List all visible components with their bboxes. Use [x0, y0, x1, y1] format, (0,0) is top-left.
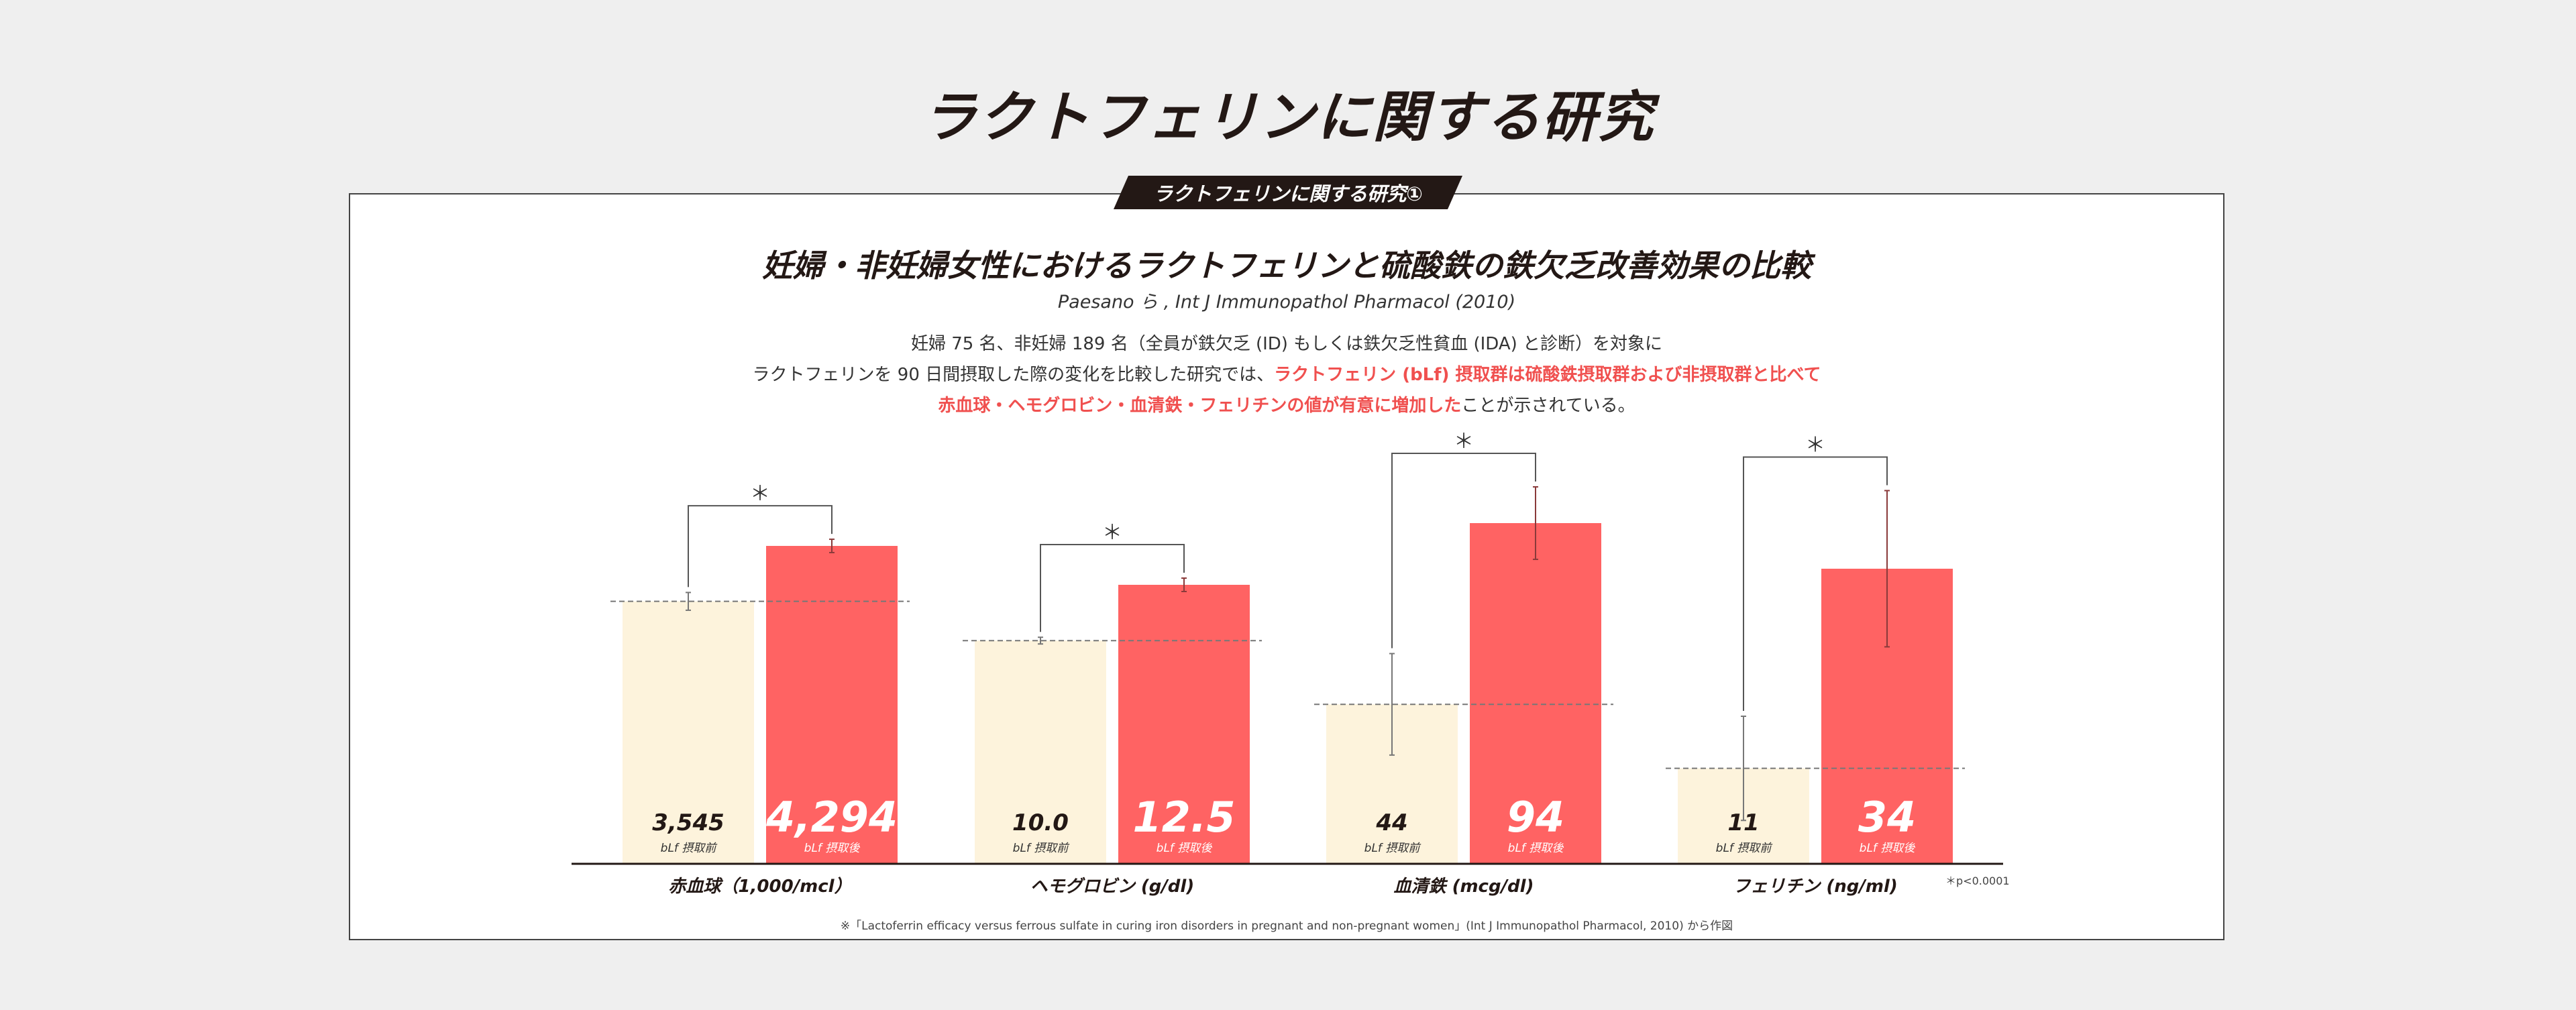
value-label-after: 4,294: [765, 793, 898, 842]
bar-after: [766, 546, 898, 864]
value-label-after: 94: [1507, 793, 1564, 842]
series-label-before: bLf 摂取前: [661, 842, 718, 855]
description-line-1: 妊婦 75 名、非妊婦 189 名（全員が鉄欠乏 (ID) もしくは鉄欠乏性貧血…: [910, 334, 1663, 354]
value-label-before: 44: [1375, 809, 1407, 836]
series-label-after: bLf 摂取後: [1860, 842, 1916, 855]
category-label: フェリチン (ng/ml): [1733, 877, 1897, 897]
series-label-before: bLf 摂取前: [1716, 842, 1773, 855]
significance-bracket: [1391, 452, 1536, 649]
bar-after: [1118, 585, 1250, 864]
category-label: 血清鉄 (mcg/dl): [1394, 877, 1534, 897]
value-label-after: 34: [1858, 793, 1916, 842]
page-title: ラクトフェリンに関する研究: [922, 86, 1654, 150]
series-label-after: bLf 摂取後: [804, 842, 861, 855]
description-line-3-plain: ことが示されている。: [1461, 396, 1635, 416]
significance-note: ＊p<0.0001: [1945, 875, 2010, 887]
description-line-2: ラクトフェリンを 90 日間摂取した際の変化を比較した研究では、ラクトフェリン …: [349, 361, 2224, 386]
significance-bracket: [1743, 456, 1888, 711]
category-label: 赤血球（1,000/mcl）: [668, 877, 851, 897]
series-label-after: bLf 摂取後: [1157, 842, 1213, 855]
significance-marker: ＊: [1454, 430, 1474, 453]
source-footnote: ※「Lactoferrin efficacy versus ferrous su…: [840, 919, 1733, 933]
series-label-before: bLf 摂取前: [1013, 842, 1070, 855]
value-label-after: 12.5: [1133, 793, 1236, 842]
bar-before: [975, 640, 1106, 864]
significance-marker: ＊: [1102, 521, 1122, 545]
significance-bracket: [688, 505, 833, 587]
value-label-before: 10.0: [1012, 809, 1069, 836]
bar-after: [1470, 523, 1601, 864]
series-label-before: bLf 摂取前: [1364, 842, 1421, 855]
description-line-3: 赤血球・ヘモグロビン・血清鉄・フェリチンの値が有意に増加したことが示されている。: [349, 392, 2224, 416]
description-line-2-highlight: ラクトフェリン (bLf) 摂取群は硫酸鉄摂取群および非摂取群と比べて: [1274, 365, 1821, 385]
bar-before: [623, 601, 754, 864]
study-title: 妊婦・非妊婦女性におけるラクトフェリンと硫酸鉄の鉄欠乏改善効果の比較: [762, 247, 1811, 284]
description-line-2-plain: ラクトフェリンを 90 日間摂取した際の変化を比較した研究では、: [752, 365, 1275, 385]
description-line-3-highlight: 赤血球・ヘモグロビン・血清鉄・フェリチンの値が有意に増加した: [938, 396, 1462, 416]
value-label-before: 11: [1727, 809, 1759, 836]
value-label-before: 3,545: [652, 809, 724, 836]
citation: Paesano ら , Int J Immunopathol Pharmacol…: [1057, 292, 1516, 313]
significance-bracket: [1040, 544, 1185, 632]
significance-marker: ＊: [750, 482, 770, 506]
panel-label: ラクトフェリンに関する研究①: [1114, 176, 1462, 209]
category-label: ヘモグロビン (g/dl): [1030, 877, 1194, 897]
series-label-after: bLf 摂取後: [1508, 842, 1564, 855]
significance-marker: ＊: [1805, 434, 1825, 457]
